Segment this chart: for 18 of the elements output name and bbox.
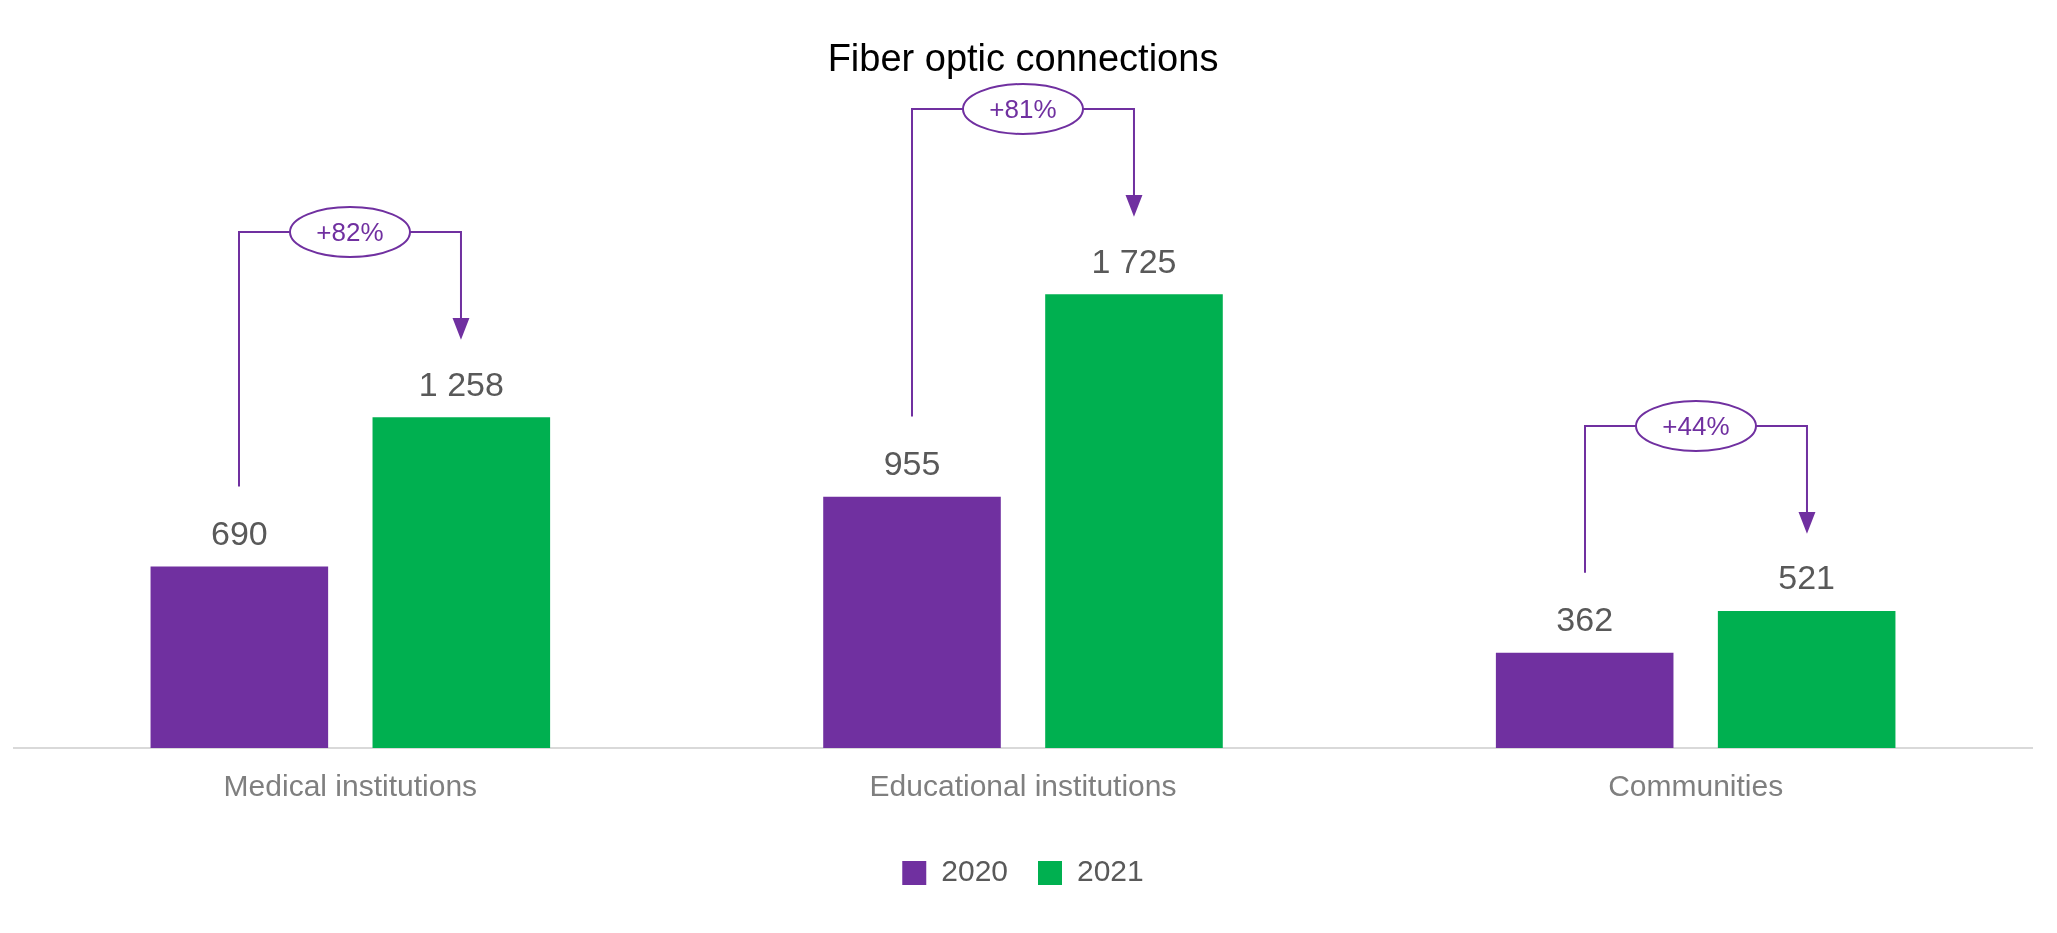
bar	[823, 496, 1001, 748]
data-label: 690	[210, 513, 268, 552]
x-tick-label: Communities	[1608, 769, 1784, 803]
bar	[1495, 652, 1674, 748]
legend-label: 2021	[1077, 854, 1144, 888]
x-tick-label: Educational institutions	[869, 769, 1177, 803]
x-tick-label: Medical institutions	[223, 769, 478, 803]
bar	[1045, 294, 1223, 748]
data-label: 1 258	[418, 364, 504, 403]
bar	[372, 417, 551, 748]
bar	[1717, 610, 1896, 748]
data-label: 955	[883, 444, 941, 483]
data-label: 1 725	[1091, 241, 1177, 280]
legend-label: 2020	[941, 854, 1009, 888]
data-label: 362	[1556, 600, 1614, 639]
bar	[150, 566, 329, 748]
chart-title: Fiber optic connections	[827, 37, 1219, 80]
annotation: +44%	[1662, 410, 1730, 441]
